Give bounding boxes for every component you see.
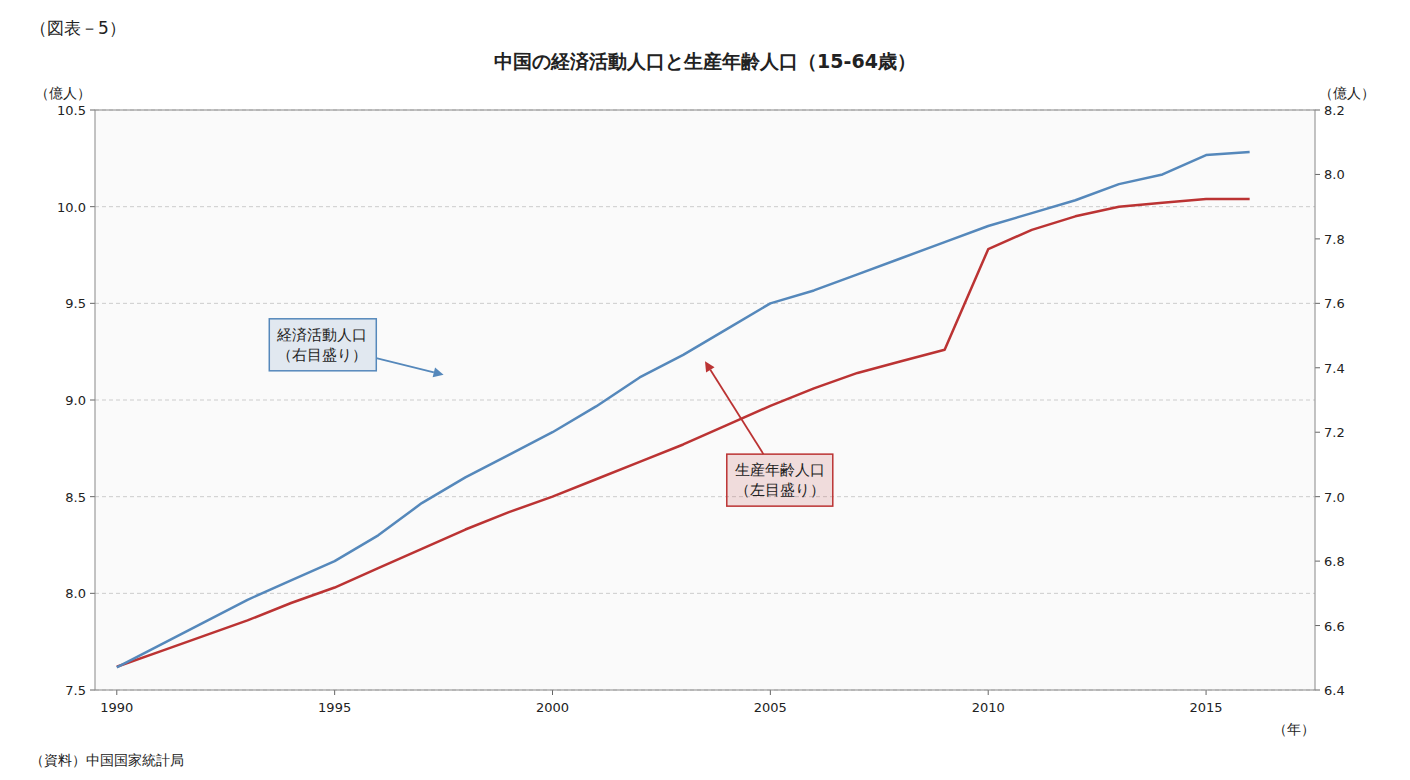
y2-tick <box>1315 238 1320 239</box>
annotation-arrow <box>376 358 434 372</box>
y2-tick-label: 7.8 <box>1324 232 1345 247</box>
y2-tick <box>1315 625 1320 626</box>
y-tick <box>90 400 95 401</box>
annotation-text: 生産年齢人口 （左目盛り） <box>735 461 825 499</box>
y-tick <box>90 496 95 497</box>
annotation-line: （左目盛り） <box>735 481 825 499</box>
x-tick-label: 1995 <box>318 700 351 715</box>
x-tick-label: 2015 <box>1190 700 1223 715</box>
y-tick <box>90 690 95 691</box>
y-tick-label: 8.0 <box>65 586 86 601</box>
annotation-text: 経済活動人口 （右目盛り） <box>276 326 367 364</box>
annotation: 生産年齢人口 （左目盛り） <box>705 361 833 506</box>
y-tick-label: 9.5 <box>65 296 86 311</box>
x-tick <box>552 690 553 695</box>
x-tick <box>770 690 771 695</box>
annotation-line: 生産年齢人口 <box>735 461 825 479</box>
y-tick-label: 7.5 <box>65 683 86 698</box>
x-axis-label: （年） <box>1273 721 1315 737</box>
y2-tick-label: 7.6 <box>1324 296 1345 311</box>
y-tick-label: 9.0 <box>65 393 86 408</box>
plot-frame <box>95 110 1315 690</box>
y2-tick-label: 6.4 <box>1324 683 1345 698</box>
y2-tick <box>1315 690 1320 691</box>
chart: （図表－5） 中国の経済活動人口と生産年齢人口（15-64歳） （資料）中国国家統計… <box>0 0 1410 780</box>
annotation-box <box>727 454 833 506</box>
y2-tick-label: 8.0 <box>1324 167 1345 182</box>
annotation-arrowhead <box>705 361 715 372</box>
annotation-arrowhead <box>433 368 444 378</box>
series-group <box>117 152 1250 668</box>
y2-tick-label: 6.8 <box>1324 554 1345 569</box>
y-tick-label: 8.5 <box>65 490 86 505</box>
y-tick-label: 10.5 <box>57 103 86 118</box>
annotations: 経済活動人口 （右目盛り） 生産年齢人口 （左目盛り） <box>269 319 833 506</box>
plot-area <box>95 110 1315 690</box>
y2-tick <box>1315 303 1320 304</box>
y2-axis-label: （億人） <box>1319 85 1375 101</box>
grid <box>95 110 1315 690</box>
x-tick-label: 2000 <box>536 700 569 715</box>
y-tick <box>90 593 95 594</box>
x-tick <box>988 690 989 695</box>
series-line <box>117 199 1250 667</box>
y-tick-label: 10.0 <box>57 200 86 215</box>
annotation-arrow <box>710 370 763 454</box>
y2-tick <box>1315 174 1320 175</box>
y-tick <box>90 206 95 207</box>
y2-tick-label: 7.2 <box>1324 425 1345 440</box>
x-tick <box>334 690 335 695</box>
x-tick-label: 1990 <box>100 700 133 715</box>
x-tick-label: 2010 <box>972 700 1005 715</box>
y-axis-label: （億人） <box>35 85 91 101</box>
y2-tick-label: 8.2 <box>1324 103 1345 118</box>
x-tick-label: 2005 <box>754 700 787 715</box>
grid-line <box>95 303 1315 304</box>
grid-line <box>95 593 1315 594</box>
annotation-line: （右目盛り） <box>277 346 367 364</box>
header: （図表－5） <box>30 18 126 38</box>
y2-tick-label: 7.4 <box>1324 361 1345 376</box>
title: 中国の経済活動人口と生産年齢人口（15-64歳） <box>494 50 916 72</box>
y-tick <box>90 110 95 111</box>
y2-tick <box>1315 496 1320 497</box>
series-line <box>117 152 1250 668</box>
annotation-box <box>269 319 376 371</box>
footer: （資料）中国国家統計局 <box>30 752 184 768</box>
y2-tick-label: 7.0 <box>1324 490 1345 505</box>
y2-tick <box>1315 110 1320 111</box>
grid-line <box>95 496 1315 497</box>
annotation-line: 経済活動人口 <box>276 326 367 344</box>
y2-tick <box>1315 432 1320 433</box>
x-tick <box>116 690 117 695</box>
x-tick <box>1206 690 1207 695</box>
grid-line <box>95 400 1315 401</box>
annotation: 経済活動人口 （右目盛り） <box>269 319 443 378</box>
y-tick <box>90 303 95 304</box>
y2-tick <box>1315 561 1320 562</box>
y2-tick <box>1315 367 1320 368</box>
y2-tick-label: 6.6 <box>1324 619 1345 634</box>
